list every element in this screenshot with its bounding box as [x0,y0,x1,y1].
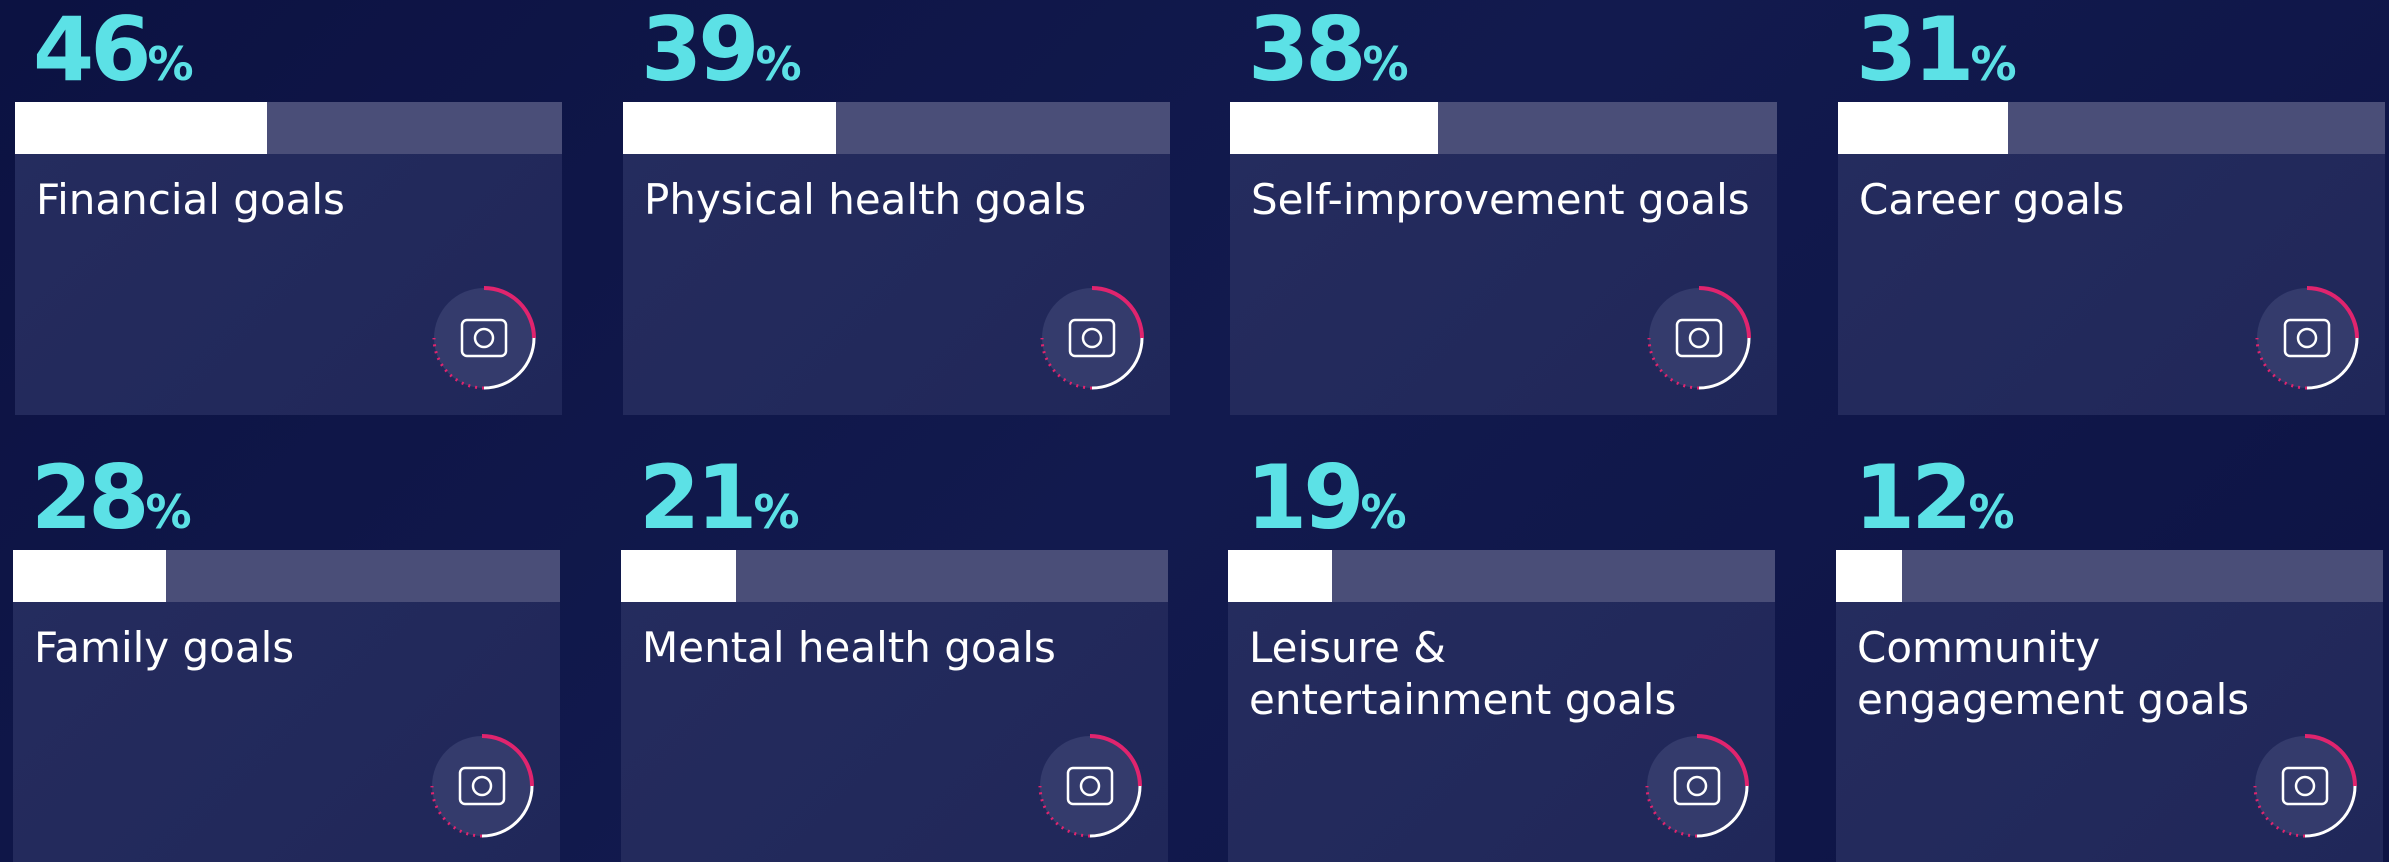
icon-glyph [1673,766,1721,806]
icon-ring-white [483,337,536,390]
value-label: 12% [1854,454,2015,542]
icon [2255,286,2359,390]
icon-ring-white [2304,785,2357,838]
icon-glyph-dot [471,775,493,797]
icon [432,286,536,390]
value-label: 28% [31,454,192,542]
icon-bg [1042,288,1142,388]
value-unit: % [1970,37,2017,91]
icon-bg [2257,288,2357,388]
bar [623,102,837,154]
icon-ring-pink [1089,734,1142,787]
value-number: 12 [1854,446,1972,549]
value-unit: % [145,485,192,539]
value-label: 39% [641,6,802,94]
bar-track [1230,102,1777,154]
icon-ring-white [1698,337,1751,390]
icon-glyph-dot [1686,775,1708,797]
icon-bg [1647,736,1747,836]
value-unit: % [1362,37,1409,91]
icon-glyph [2283,318,2331,358]
value-number: 46 [33,0,151,101]
bar [1230,102,1438,154]
icon-ring-pink [2304,734,2357,787]
value-number: 31 [1856,0,1974,101]
value-label: 46% [33,6,194,94]
icon-glyph [2281,766,2329,806]
value-unit: % [753,485,800,539]
icon-ring-pink [1091,286,1144,339]
value-label: 19% [1246,454,1407,542]
bar [1836,550,1902,602]
value-number: 39 [641,0,759,101]
icon-ring-white [481,785,534,838]
icon-ring-pink [483,286,536,339]
icon-ring-pink [481,734,534,787]
icon-bg [1040,736,1140,836]
value-number: 19 [1246,446,1364,549]
icon-ring-white [1091,337,1144,390]
category-label: Financial goals [36,175,345,224]
bar [1838,102,2008,154]
icon [2253,734,2357,838]
icon-glyph-dot [2294,775,2316,797]
bar [13,550,167,602]
category-label: Mental health goals [642,623,1056,672]
icon [1040,286,1144,390]
category-label: Career goals [1859,175,2125,224]
bar-track [623,102,1170,154]
value-label: 21% [639,454,800,542]
icon-ring-pink [2306,286,2359,339]
bar-track [1836,550,2383,602]
value-number: 28 [31,446,149,549]
icon-bg [434,288,534,388]
icon-ring-pink [1696,734,1749,787]
icon-glyph [458,766,506,806]
category-label: Family goals [34,623,295,672]
icon-glyph-dot [1079,775,1101,797]
value-number: 38 [1248,0,1366,101]
icon-ring-white [1089,785,1142,838]
icon-glyph [1068,318,1116,358]
bar-track [1838,102,2385,154]
category-label: Physical health goals [644,175,1087,224]
icon-bg [432,736,532,836]
bar-track [1228,550,1775,602]
icon [1038,734,1142,838]
category-label: Leisure & entertainment goals [1249,623,1677,724]
icon-ring-pink [1698,286,1751,339]
bar [621,550,736,602]
bar-track [15,102,562,154]
icon-glyph [1675,318,1723,358]
value-number: 21 [639,446,757,549]
value-label: 31% [1856,6,2017,94]
icon-ring-white [1696,785,1749,838]
value-unit: % [1968,485,2015,539]
icon [1647,286,1751,390]
bar-track [621,550,1168,602]
icon-bg [1649,288,1749,388]
icon-glyph-dot [2296,327,2318,349]
value-unit: % [1360,485,1407,539]
icon [1645,734,1749,838]
icon-glyph-dot [473,327,495,349]
icon-glyph-dot [1081,327,1103,349]
icon [430,734,534,838]
icon-glyph [1066,766,1114,806]
category-label: Self-improvement goals [1251,175,1750,224]
category-label: Community engagement goals [1857,623,2250,724]
value-unit: % [755,37,802,91]
value-unit: % [147,37,194,91]
icon-glyph-dot [1688,327,1710,349]
bar [1228,550,1332,602]
icon-ring-white [2306,337,2359,390]
value-label: 38% [1248,6,1409,94]
bar [15,102,267,154]
bar-track [13,550,560,602]
icon-bg [2255,736,2355,836]
icon-glyph [460,318,508,358]
